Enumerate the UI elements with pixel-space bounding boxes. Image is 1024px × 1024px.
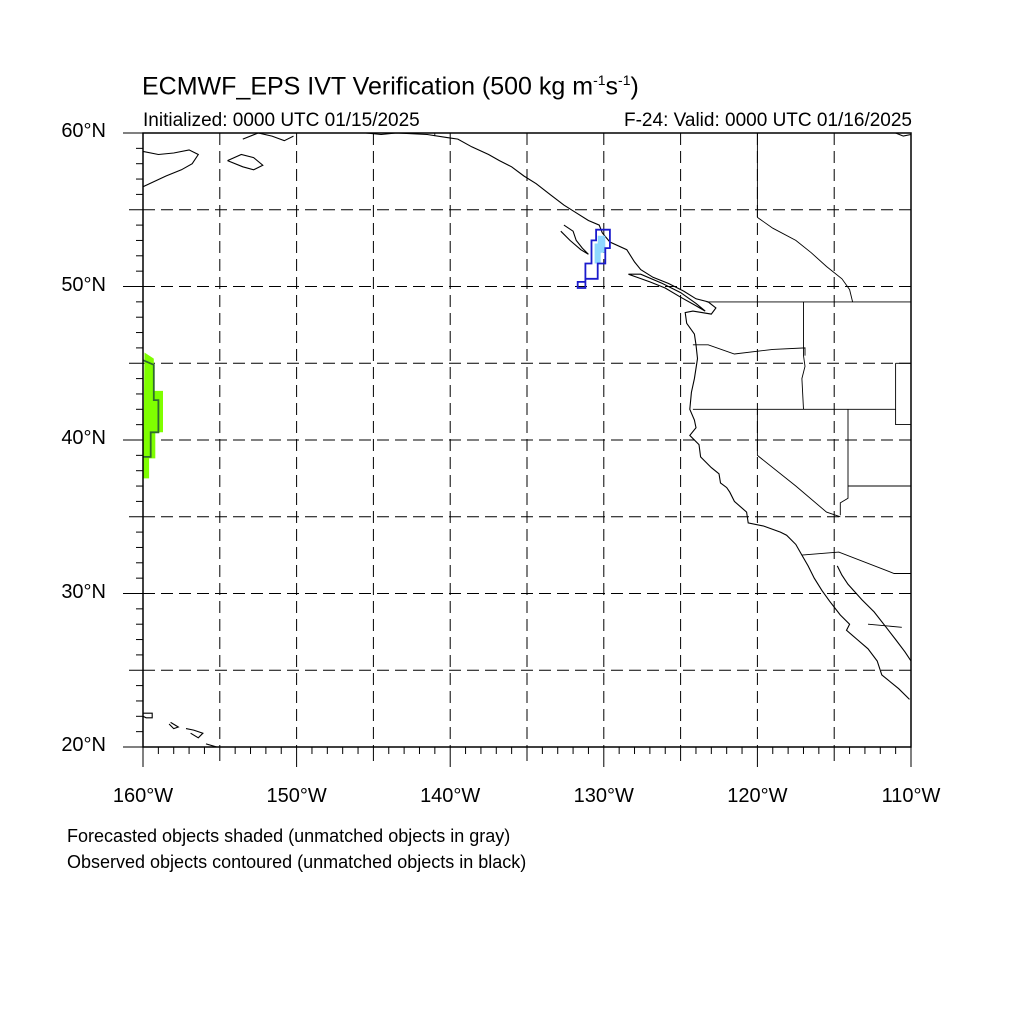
coastline-segment	[143, 149, 200, 188]
border-segment	[692, 344, 806, 356]
border-segment	[756, 409, 841, 518]
ivt-objects	[143, 228, 611, 479]
coastline-segment	[143, 712, 153, 719]
coastline-segment	[350, 133, 910, 700]
border-segment	[839, 409, 849, 516]
lon-label: 130°W	[573, 785, 634, 807]
lon-label: 160°W	[112, 785, 174, 807]
coastline-segment	[836, 565, 911, 662]
coastlines	[143, 133, 911, 747]
coastline-segment	[895, 133, 911, 137]
coastline-segment	[205, 743, 218, 747]
observed-contour-pacific	[143, 359, 160, 458]
coastline-segment	[185, 728, 204, 739]
forecast-object-pacific	[143, 352, 163, 479]
lat-label: 40°N	[61, 427, 106, 449]
lat-label: 30°N	[61, 580, 106, 603]
legend-observed-note: Observed objects contoured (unmatched ob…	[67, 852, 527, 872]
lat-label: 20°N	[61, 734, 106, 756]
political-borders	[434, 133, 911, 628]
axis-ticks	[123, 132, 912, 767]
observed-fill-bc	[594, 235, 606, 264]
border-segment	[867, 623, 902, 628]
dashed-gridlines	[143, 133, 911, 747]
lon-label: 150°W	[266, 785, 327, 807]
coastline-segment	[242, 133, 294, 142]
lat-label: 50°N	[61, 273, 106, 296]
lon-label: 120°W	[727, 785, 788, 807]
border-segment	[895, 363, 911, 426]
coastline-segment	[628, 273, 706, 312]
border-segment	[801, 301, 806, 410]
coastline-segment	[227, 153, 264, 171]
initialized-time: Initialized: 0000 UTC 01/15/2025	[143, 110, 420, 131]
border-segment	[801, 551, 911, 574]
map-title: ECMWF_EPS IVT Verification (500 kg m-1s-…	[142, 72, 639, 101]
valid-time: F-24: Valid: 0000 UTC 01/16/2025	[624, 110, 912, 131]
border-segment	[756, 133, 854, 303]
coastline-segment	[560, 224, 589, 255]
lon-label: 110°W	[881, 785, 941, 807]
coastline-segment	[168, 721, 180, 730]
observed-contour-bc	[576, 228, 611, 289]
lon-label: 140°W	[420, 785, 481, 807]
legend-forecast-note: Forecasted objects shaded (unmatched obj…	[67, 826, 511, 846]
lat-label: 60°N	[61, 120, 106, 142]
